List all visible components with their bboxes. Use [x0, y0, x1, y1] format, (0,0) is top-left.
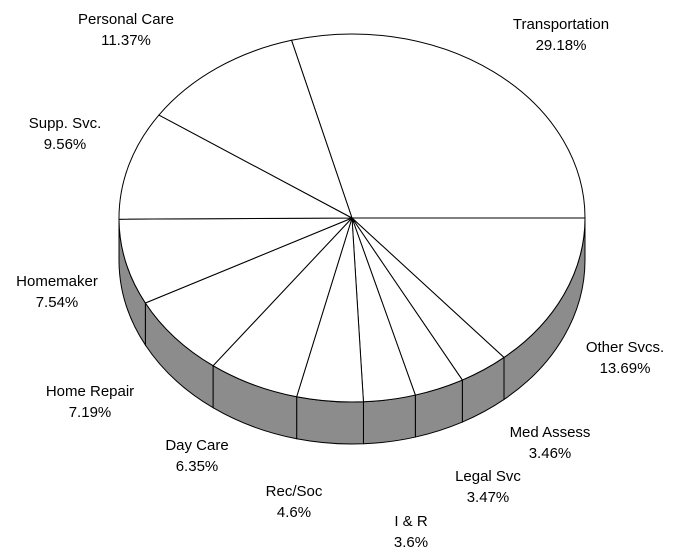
slice-value: 6.35% — [176, 458, 219, 475]
slice-label: Home Repair — [46, 383, 134, 400]
pie-slice — [118, 114, 353, 220]
slice-value: 29.18% — [536, 37, 587, 54]
slice-label: Day Care — [165, 437, 228, 454]
slice-label: Rec/Soc — [266, 483, 323, 500]
slice-label: Med Assess — [510, 424, 591, 441]
pie-slice — [118, 217, 353, 304]
slice-value: 11.37% — [101, 32, 151, 49]
slice-value: 3.47% — [467, 489, 510, 506]
slice-label: I & R — [394, 513, 428, 530]
slice-label: Legal Svc — [455, 468, 521, 485]
slice-value: 7.54% — [36, 294, 79, 311]
slice-value: 3.6% — [394, 534, 428, 551]
slice-label: Supp. Svc. — [29, 115, 102, 132]
pie-slice — [350, 217, 586, 359]
slice-label: Personal Care — [78, 11, 174, 28]
slice-value: 4.6% — [277, 504, 311, 521]
pie-slice — [158, 39, 353, 220]
slice-value: 7.19% — [69, 404, 112, 421]
slice-value: 3.46% — [529, 445, 572, 462]
pie-slice — [144, 217, 353, 367]
pie-slice — [290, 33, 586, 219]
slice-value: 9.56% — [44, 136, 87, 153]
slice-label: Other Svcs. — [586, 339, 664, 356]
slice-label: Transportation — [513, 16, 609, 33]
pie-side — [362, 394, 416, 445]
slice-value: 13.69% — [600, 360, 651, 377]
slice-label: Homemaker — [16, 273, 98, 290]
pie-side — [296, 396, 364, 445]
